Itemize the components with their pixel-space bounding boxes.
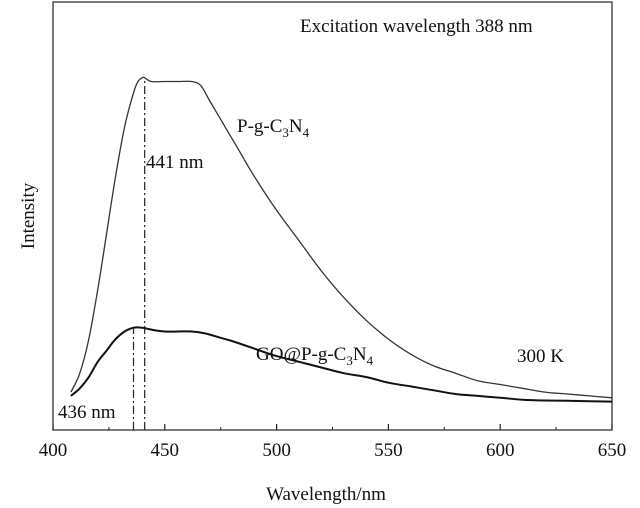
x-tick-label-400: 400 <box>39 440 68 461</box>
x-tick-label-600: 600 <box>486 440 515 461</box>
x-tick-label-500: 500 <box>262 440 291 461</box>
x-tick-label-650: 650 <box>598 440 627 461</box>
excitation-annotation: Excitation wavelength 388 nm <box>300 16 533 37</box>
peak-label-441: 441 nm <box>146 152 204 173</box>
series-label-go-p-g-c3n4: GO@P-g-C3N4 <box>256 344 374 368</box>
y-axis-title: Intensity <box>18 182 39 249</box>
series-label-p-g-c3n4: P-g-C3N4 <box>237 116 310 140</box>
x-tick-label-550: 550 <box>374 440 403 461</box>
x-axis-title: Wavelength/nm <box>266 484 386 505</box>
x-axis-ticks: 400 450 500 550 600 650 <box>39 424 627 461</box>
temperature-annotation: 300 K <box>517 346 564 367</box>
series-line-go-p-g-c3n4 <box>70 326 613 403</box>
series-line-p-g-c3n4 <box>70 76 613 399</box>
peak-label-436: 436 nm <box>58 402 116 423</box>
x-tick-label-450: 450 <box>151 440 180 461</box>
